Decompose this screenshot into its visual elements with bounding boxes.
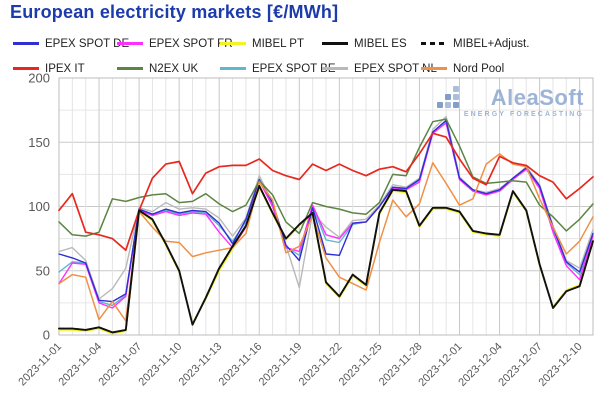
series-line-ipex-it bbox=[58, 132, 594, 252]
y-axis-label: 200 bbox=[28, 71, 50, 86]
legend-swatch bbox=[322, 42, 348, 45]
legend-swatch bbox=[421, 42, 447, 45]
chart-title: European electricity markets [€/MWh] bbox=[10, 2, 339, 22]
legend-item: EPEX SPOT DE bbox=[13, 38, 129, 50]
y-axis-label: 50 bbox=[36, 263, 50, 278]
series-line-n2ex-uk bbox=[58, 118, 594, 237]
legend-item: N2EX UK bbox=[117, 63, 220, 75]
legend-label: MIBEL PT bbox=[252, 37, 304, 50]
y-axis-label: 150 bbox=[28, 135, 50, 150]
legend-item: EPEX SPOT BE bbox=[220, 63, 336, 75]
legend-swatch bbox=[220, 42, 246, 45]
y-axis-label: 0 bbox=[43, 328, 50, 343]
legend-swatch bbox=[117, 67, 143, 70]
legend-swatch bbox=[13, 42, 39, 45]
legend-item: Nord Pool bbox=[421, 63, 595, 75]
legend-swatch bbox=[322, 67, 348, 70]
legend-item: EPEX SPOT NL bbox=[322, 63, 437, 75]
legend-label: EPEX SPOT BE bbox=[252, 62, 336, 75]
legend-item: IPEX IT bbox=[13, 63, 117, 75]
series-line-epex-spot-de bbox=[58, 119, 594, 303]
y-axis-label: 100 bbox=[28, 199, 50, 214]
legend-label: MIBEL ES bbox=[354, 37, 407, 50]
legend-item: EPEX SPOT FR bbox=[117, 38, 233, 50]
legend-item: MIBEL+Adjust. bbox=[421, 38, 595, 50]
legend-swatch bbox=[220, 67, 246, 70]
series-line-nord-pool bbox=[58, 153, 594, 322]
legend-label: Nord Pool bbox=[453, 62, 505, 75]
legend-swatch bbox=[421, 67, 447, 70]
legend-label: N2EX UK bbox=[149, 62, 199, 75]
legend-label: IPEX IT bbox=[45, 62, 85, 75]
legend-label: EPEX SPOT FR bbox=[149, 37, 233, 50]
chart-legend: EPEX SPOT DE EPEX SPOT FR MIBEL PT MIBEL ES… bbox=[13, 31, 595, 81]
legend-label: EPEX SPOT NL bbox=[354, 62, 437, 75]
legend-label: MIBEL+Adjust. bbox=[453, 37, 530, 50]
series-line-mibel-adjust- bbox=[58, 185, 594, 334]
legend-item: MIBEL PT bbox=[220, 38, 322, 50]
legend-item: MIBEL ES bbox=[322, 38, 421, 50]
legend-swatch bbox=[117, 42, 143, 45]
series-line-epex-spot-fr bbox=[58, 122, 594, 309]
plot-border bbox=[58, 77, 594, 336]
legend-swatch bbox=[13, 67, 39, 70]
legend-label: EPEX SPOT DE bbox=[45, 37, 130, 50]
x-axis-label: 2023-12-10 bbox=[536, 341, 584, 389]
